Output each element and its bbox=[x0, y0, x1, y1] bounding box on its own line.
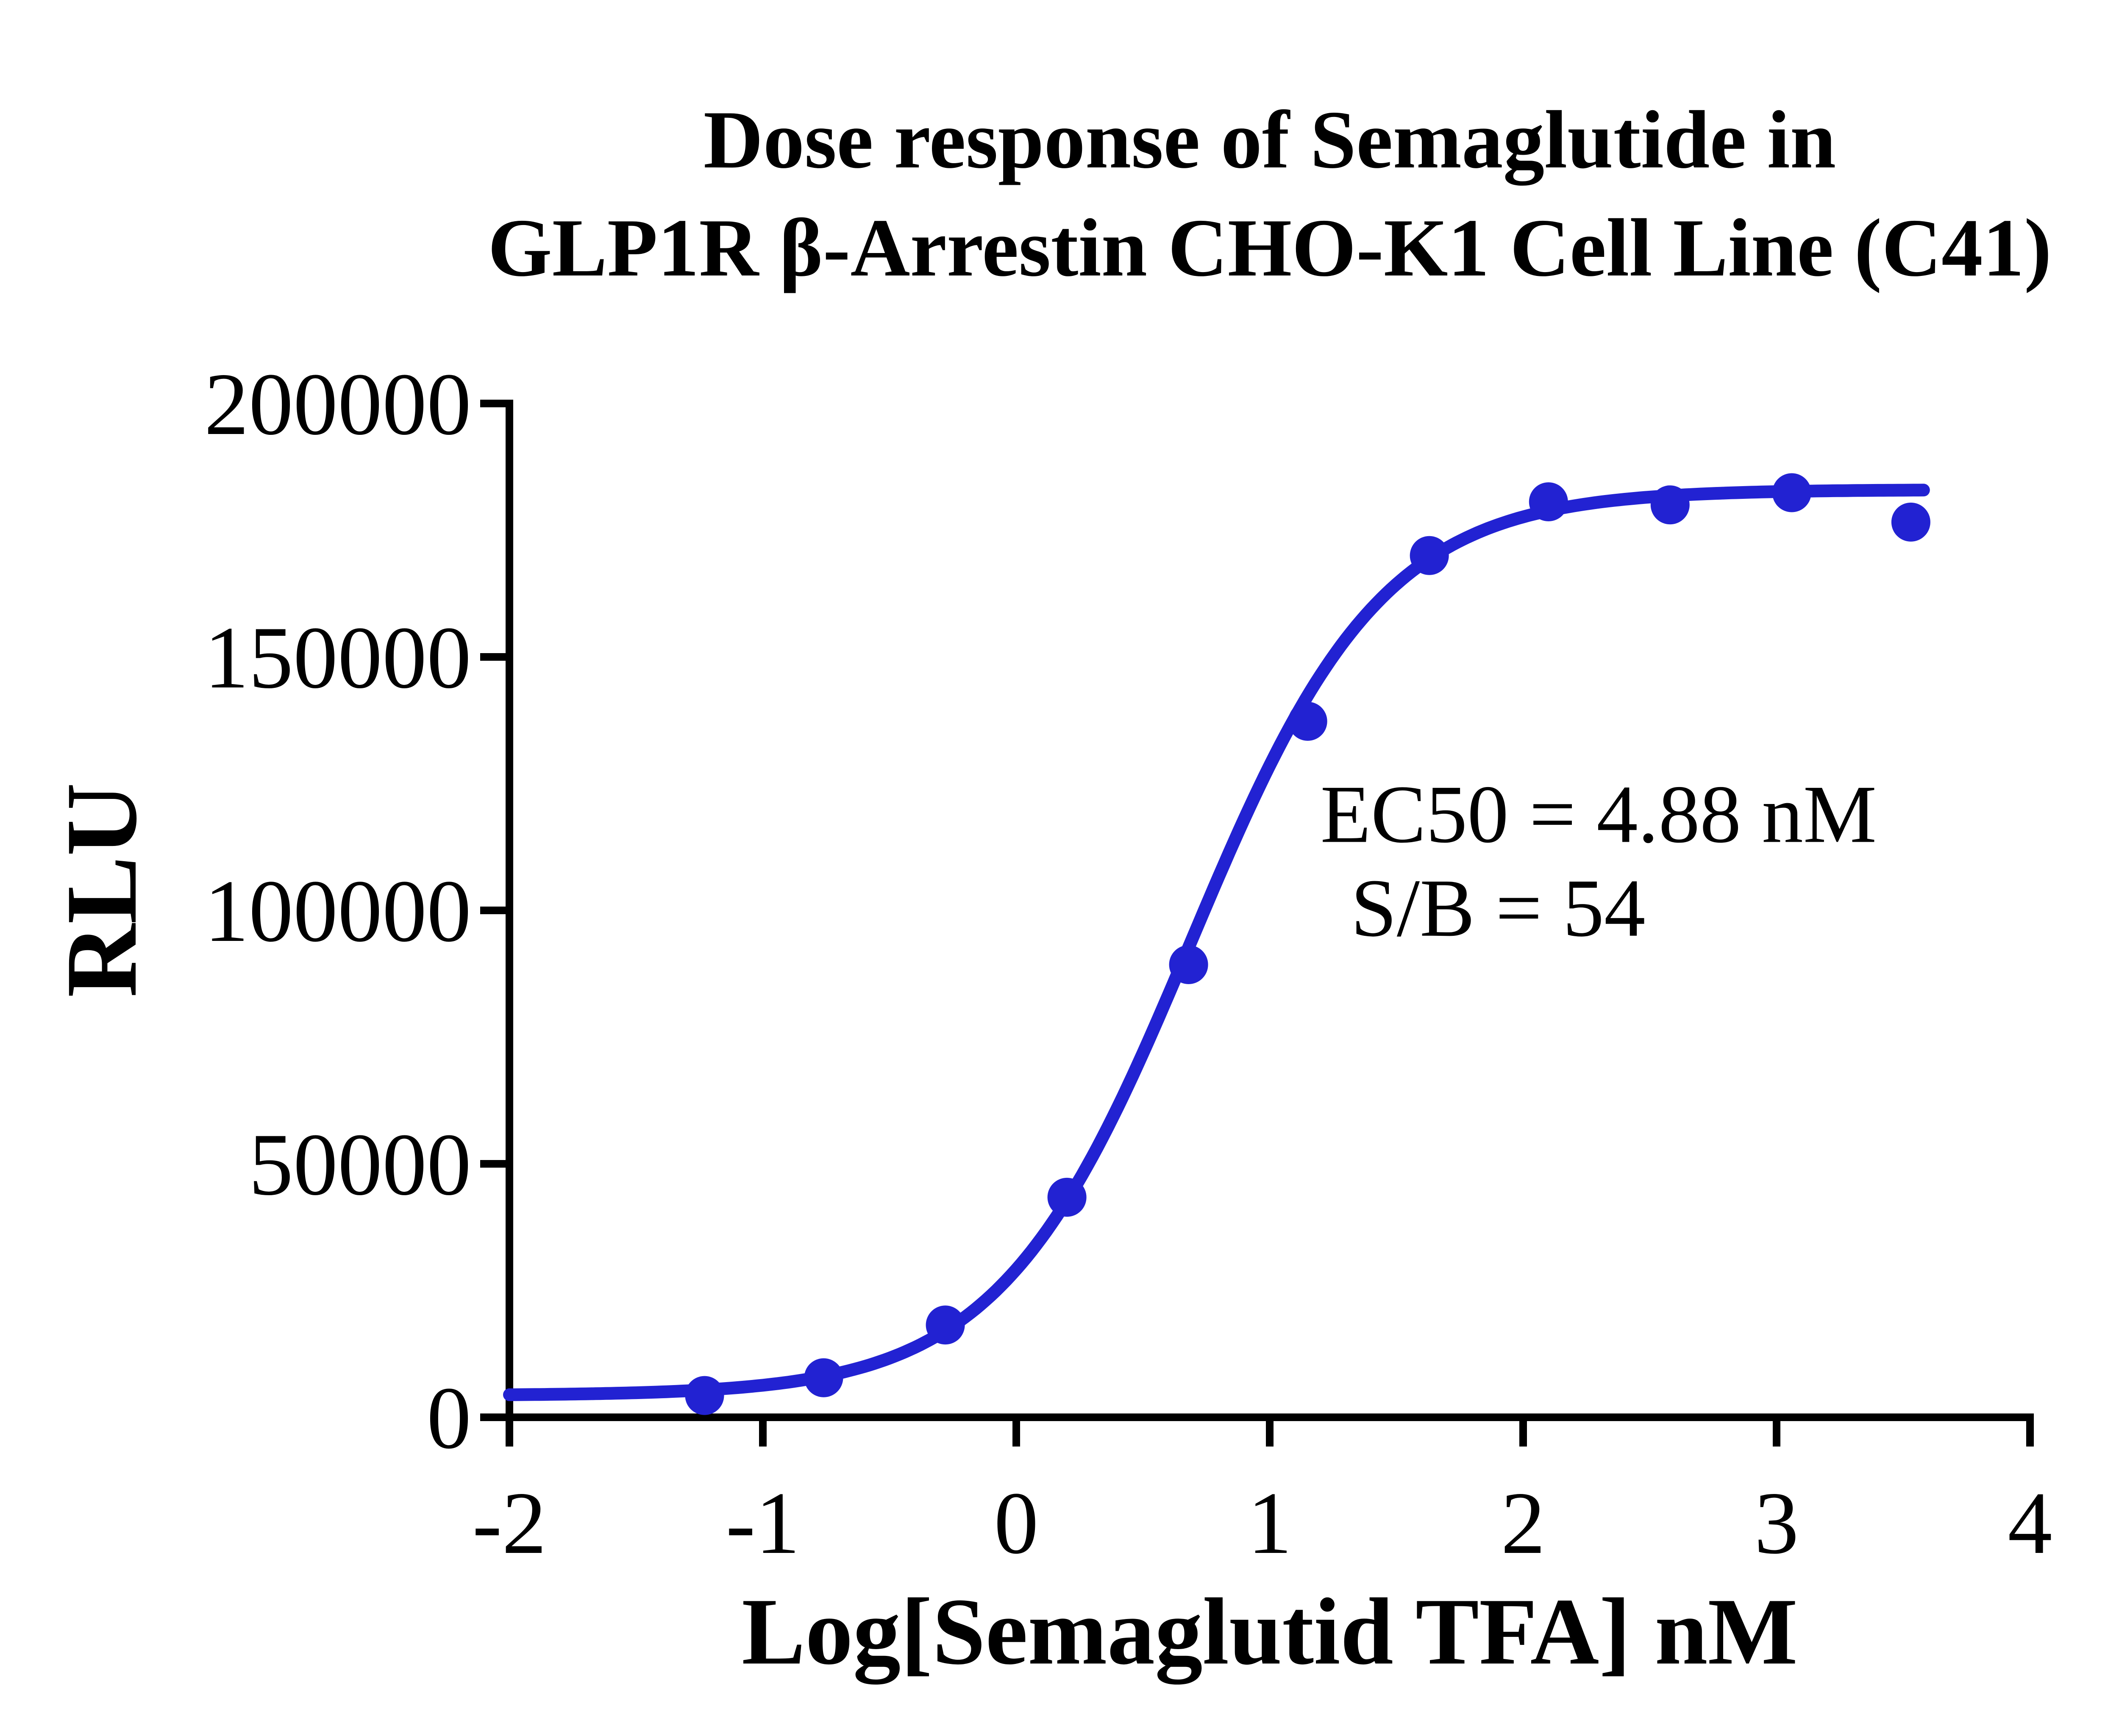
y-tick-label: 150000 bbox=[204, 609, 471, 707]
data-point bbox=[1891, 502, 1930, 542]
annotation-text-0: EC50 = 4.88 nM bbox=[1321, 769, 1877, 860]
x-tick-label: -1 bbox=[726, 1474, 800, 1572]
data-point bbox=[1169, 945, 1208, 984]
data-point bbox=[685, 1376, 724, 1415]
fit-curve bbox=[503, 484, 1930, 1401]
y-tick-label: 100000 bbox=[204, 862, 471, 960]
chart-title-line1: Dose response of Semaglutide in bbox=[704, 94, 1836, 186]
data-point bbox=[1650, 485, 1690, 525]
y-axis-label: RLU bbox=[45, 783, 158, 998]
data-point bbox=[1047, 1177, 1087, 1217]
data-point bbox=[926, 1305, 965, 1345]
chart-title-line2: GLP1R β-Arrestin CHO-K1 Cell Line (C41) bbox=[488, 202, 2052, 294]
y-tick-label: 50000 bbox=[249, 1116, 471, 1214]
axes-group: -2 -1 0 1 2 3 4 0 50000 100000 150000 200000 bbox=[204, 355, 2052, 1572]
x-tick-label: 2 bbox=[1501, 1474, 1546, 1572]
data-point bbox=[1772, 473, 1811, 512]
x-tick-label: 1 bbox=[1248, 1474, 1292, 1572]
y-tick-label: 200000 bbox=[204, 355, 471, 453]
annotation-text-1: S/B = 54 bbox=[1351, 862, 1645, 954]
data-point bbox=[1529, 482, 1568, 521]
plot-group: EC50 = 4.88 nMS/B = 54 bbox=[503, 473, 1930, 1415]
data-point bbox=[1288, 701, 1327, 741]
x-axis-label: Log[Semaglutid TFA] nM bbox=[742, 1578, 1798, 1685]
x-tick-label: 4 bbox=[2008, 1474, 2052, 1572]
x-tick-label: 3 bbox=[1755, 1474, 1799, 1572]
x-tick-label: -2 bbox=[473, 1474, 547, 1572]
y-tick-label: 0 bbox=[427, 1369, 471, 1467]
x-tick-label: 0 bbox=[994, 1474, 1039, 1572]
data-point bbox=[1410, 536, 1449, 575]
data-point bbox=[804, 1358, 843, 1397]
